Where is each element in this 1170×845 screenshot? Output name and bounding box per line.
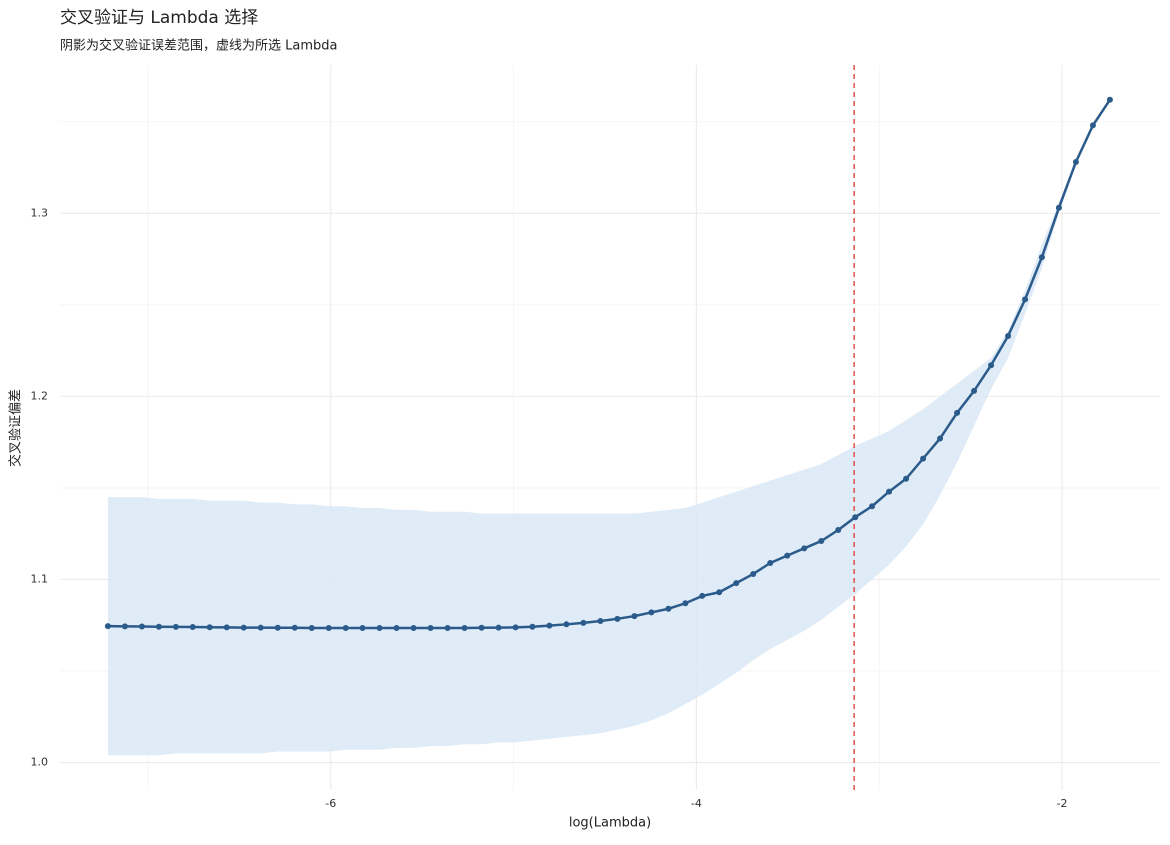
cv-point xyxy=(376,624,383,631)
cv-point xyxy=(682,600,689,607)
cv-point xyxy=(1072,159,1079,166)
cv-point xyxy=(104,623,111,630)
cv-point xyxy=(1005,332,1012,339)
cv-point xyxy=(427,624,434,631)
cv-point xyxy=(512,624,519,631)
cv-point xyxy=(359,624,366,631)
cv-point xyxy=(495,624,502,631)
cv-point xyxy=(138,623,145,630)
cv-point xyxy=(189,624,196,631)
cv-point xyxy=(325,624,332,631)
cv-point xyxy=(274,624,281,631)
chart-subtitle: 阴影为交叉验证误差范围，虚线为所选 Lambda xyxy=(60,38,337,54)
cv-point xyxy=(869,503,876,510)
cv-point xyxy=(835,527,842,534)
cv-point xyxy=(393,624,400,631)
cv-point xyxy=(478,624,485,631)
cv-point xyxy=(461,624,468,631)
cv-point xyxy=(240,624,247,631)
cv-point xyxy=(308,624,315,631)
cv-point xyxy=(580,619,587,626)
cv-point xyxy=(155,623,162,630)
cv-point xyxy=(1022,296,1029,303)
cv-point xyxy=(342,624,349,631)
y-tick-label: 1.1 xyxy=(31,572,49,585)
cv-point xyxy=(291,624,298,631)
cv-point xyxy=(546,622,553,629)
x-tick-label: -4 xyxy=(691,797,702,810)
cv-point xyxy=(597,618,604,625)
y-tick-label: 1.0 xyxy=(31,756,49,769)
cv-point xyxy=(886,488,893,495)
cv-point xyxy=(1106,96,1113,103)
cv-point xyxy=(1055,204,1062,211)
cv-point xyxy=(410,624,417,631)
cv-point xyxy=(733,580,740,587)
cv-point xyxy=(206,624,213,631)
cv-point xyxy=(716,589,723,596)
cv-point xyxy=(529,623,536,630)
error-band xyxy=(107,97,1110,756)
cv-point xyxy=(801,545,808,552)
cv-point xyxy=(631,613,638,620)
cv-point xyxy=(1089,122,1096,129)
cv-point xyxy=(750,570,757,577)
cv-point xyxy=(563,621,570,628)
x-axis-label: log(Lambda) xyxy=(569,816,651,831)
cv-point xyxy=(257,624,264,631)
cv-point xyxy=(648,609,655,616)
cv-point xyxy=(767,559,774,566)
cv-point xyxy=(903,475,910,482)
y-tick-label: 1.2 xyxy=(31,389,49,402)
cv-point xyxy=(971,387,978,394)
chart-title: 交叉验证与 Lambda 选择 xyxy=(60,8,258,28)
cv-point xyxy=(665,605,672,612)
cv-point xyxy=(1038,254,1045,261)
cv-point xyxy=(223,624,230,631)
cv-point xyxy=(699,592,706,599)
cv-point xyxy=(920,455,927,462)
y-axis-label: 交叉验证偏差 xyxy=(8,389,24,467)
y-tick-label: 1.3 xyxy=(31,206,49,219)
cv-point xyxy=(818,538,825,545)
cv-point xyxy=(852,514,859,521)
cv-point xyxy=(121,623,128,630)
cv-point xyxy=(172,623,179,630)
cv-point xyxy=(954,409,961,416)
cv-point xyxy=(937,435,944,442)
cv-point xyxy=(444,624,451,631)
cv-point xyxy=(614,615,621,622)
cv-point xyxy=(988,362,995,369)
x-tick-label: -6 xyxy=(325,797,336,810)
x-tick-label: -2 xyxy=(1057,797,1068,810)
cv-point xyxy=(784,552,791,559)
